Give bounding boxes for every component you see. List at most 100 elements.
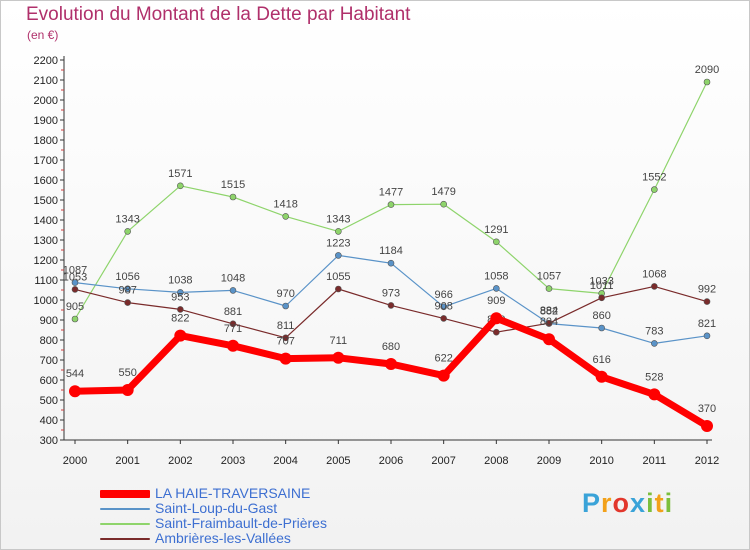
data-label: 909: [487, 295, 505, 307]
x-tick-label: 2010: [589, 455, 613, 467]
data-label: 550: [118, 367, 136, 379]
y-tick-label: 800: [40, 335, 58, 347]
x-tick-label: 2005: [326, 455, 350, 467]
data-label: 707: [276, 336, 294, 348]
data-point: [490, 312, 503, 325]
data-point: [598, 324, 605, 332]
data-label: 1479: [431, 186, 455, 198]
data-label: 811: [277, 320, 295, 332]
data-label: 544: [66, 368, 84, 380]
data-label: 2090: [695, 64, 719, 76]
y-tick-label: 1700: [34, 155, 58, 167]
data-label: 882: [540, 306, 558, 318]
data-point: [177, 289, 184, 296]
unit-label: (en €): [27, 28, 59, 42]
data-point: [651, 186, 658, 193]
data-label: 905: [66, 301, 84, 313]
x-tick-label: 2006: [379, 455, 403, 467]
x-tick-label: 2011: [643, 455, 667, 467]
legend-label: LA HAIE-TRAVERSAINE: [155, 485, 311, 501]
y-tick-label: 500: [40, 395, 58, 407]
data-point: [69, 385, 81, 398]
data-point: [493, 238, 500, 246]
data-label: 771: [224, 323, 242, 335]
data-label: 1011: [590, 280, 614, 292]
data-point: [595, 370, 608, 383]
data-label: 783: [645, 325, 663, 337]
data-label: 1343: [115, 213, 139, 225]
data-label: 1291: [484, 224, 508, 236]
data-label: 987: [118, 285, 136, 297]
data-label: 966: [434, 289, 452, 301]
y-tick-label: 1300: [34, 235, 58, 247]
x-tick-label: 2000: [63, 455, 87, 467]
y-tick-label: 2200: [34, 55, 58, 67]
data-point: [703, 78, 711, 86]
logo-letter: o: [612, 488, 631, 518]
data-point: [493, 285, 500, 292]
data-point: [385, 358, 397, 370]
data-label: 1038: [168, 274, 192, 286]
data-point: [437, 369, 450, 382]
data-point: [124, 285, 131, 293]
legend-label: Saint-Loup-du-Gast: [155, 500, 278, 516]
x-tick-label: 2001: [115, 455, 139, 467]
data-label: 1223: [326, 237, 350, 249]
data-point: [177, 306, 184, 313]
x-tick-label: 2009: [537, 455, 561, 467]
logo-letter: r: [601, 488, 613, 518]
logo-letter: i: [664, 488, 674, 518]
data-label: 908: [434, 300, 452, 312]
y-tick-label: 300: [40, 435, 58, 447]
data-label: 953: [171, 291, 189, 303]
x-tick-label: 2004: [273, 455, 297, 467]
x-tick-label: 2012: [695, 455, 719, 467]
data-point: [493, 328, 500, 336]
data-label: 860: [592, 310, 610, 322]
data-point: [335, 228, 342, 235]
y-tick-label: 1400: [34, 215, 58, 227]
data-point: [598, 294, 605, 302]
logo-letter: x: [630, 488, 647, 518]
y-tick-label: 1800: [34, 135, 58, 147]
data-label: 1515: [221, 179, 245, 191]
y-tick-label: 600: [40, 375, 58, 387]
data-label: 970: [276, 288, 294, 300]
x-tick-label: 2007: [431, 455, 455, 467]
data-label: 680: [382, 341, 400, 353]
y-tick-label: 900: [40, 315, 58, 327]
data-point: [332, 351, 345, 364]
data-label: 884: [540, 305, 558, 317]
data-point: [282, 334, 289, 342]
data-point: [121, 384, 134, 396]
x-tick-label: 2003: [221, 455, 245, 467]
data-label: 370: [698, 403, 716, 415]
y-tick-label: 400: [40, 415, 58, 427]
data-point: [282, 302, 289, 310]
data-point: [440, 315, 447, 322]
data-point: [227, 339, 239, 352]
data-point: [229, 320, 237, 328]
x-tick-label: 2002: [168, 455, 192, 467]
data-label: 1048: [221, 272, 245, 284]
data-point: [701, 420, 713, 432]
legend-swatch: [100, 523, 150, 525]
data-label: 1418: [273, 198, 297, 210]
data-label: 1057: [537, 271, 561, 283]
data-point: [387, 201, 395, 208]
data-label: 1068: [642, 268, 666, 280]
data-label: 992: [698, 284, 716, 296]
data-point: [335, 252, 342, 259]
data-point: [71, 279, 79, 286]
proxiti-logo: Proxiti: [582, 488, 673, 519]
data-point: [440, 200, 447, 208]
data-label: 804: [540, 316, 558, 328]
data-point: [703, 298, 711, 305]
data-label: 881: [224, 306, 242, 318]
data-label: 1087: [63, 265, 87, 277]
legend-swatch: [100, 508, 150, 510]
y-tick-label: 2000: [34, 95, 58, 107]
y-tick-label: 1200: [34, 255, 58, 267]
y-tick-label: 1100: [34, 275, 58, 287]
